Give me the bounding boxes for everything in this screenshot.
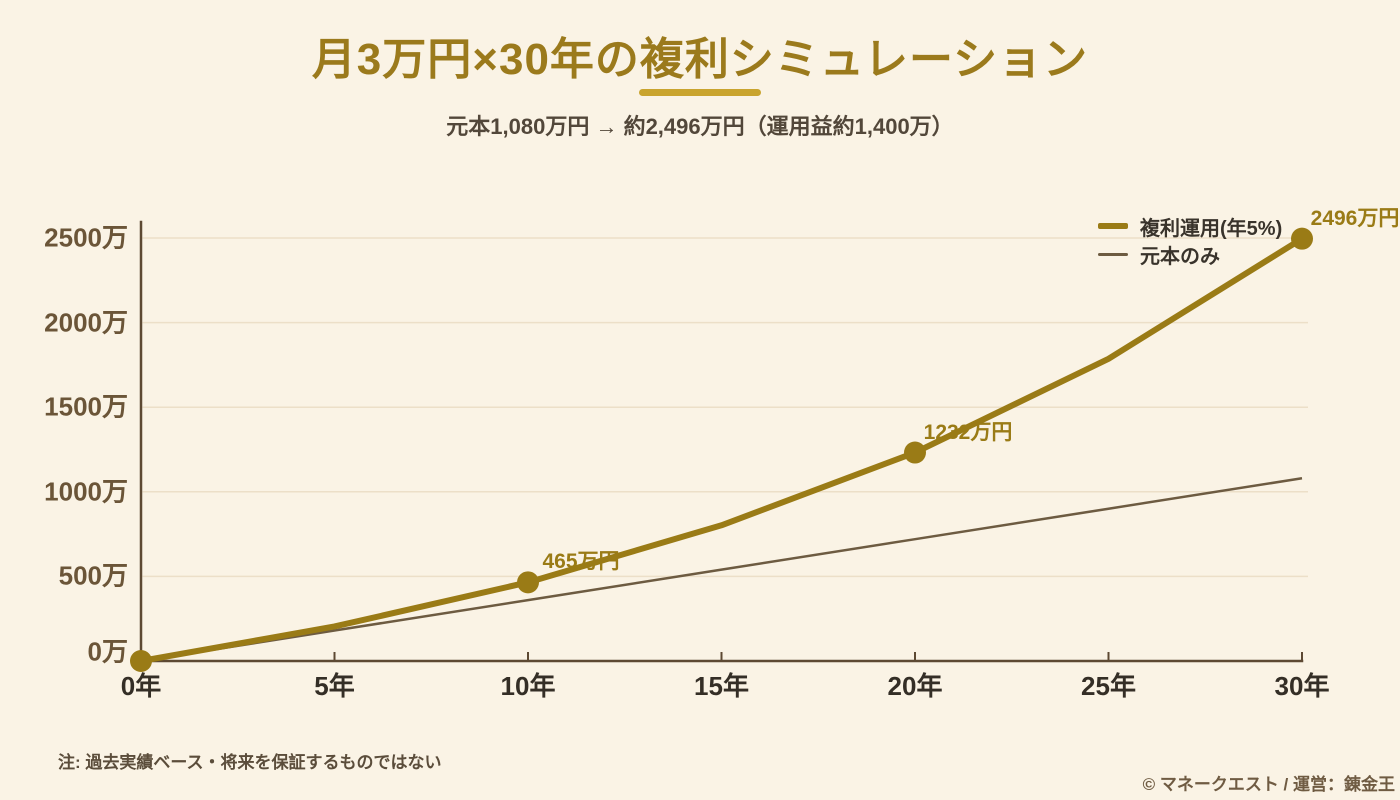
subtitle: 元本1,080万円 → 約2,496万円（運用益約1,400万）	[446, 114, 954, 139]
data-point-markers	[130, 227, 1313, 672]
point-label-20y: 1232万円	[923, 420, 1013, 444]
legend: 複利運用(年5%) 元本のみ	[1098, 214, 1283, 268]
x-tick-label-15y: 15年	[694, 671, 749, 701]
x-tick-label-5y: 5年	[314, 671, 355, 701]
y-tick-label-2500: 2500万	[44, 222, 128, 253]
y-tick-label-2000: 2000万	[44, 307, 128, 338]
legend-item-principal: 元本のみ	[1098, 242, 1282, 268]
x-tick-label-25y: 25年	[1081, 671, 1136, 701]
page-title: 月3万円×30年の複利シミュレーション	[311, 35, 1089, 84]
y-tick-label-1500: 1500万	[44, 391, 128, 422]
x-tick-label-20y: 20年	[887, 671, 943, 701]
disclaimer-note: 注: 過去実績ベース・将来を保証するものではない	[58, 753, 442, 772]
legend-item-compound: 複利運用(年5%)	[1098, 214, 1283, 240]
y-tick-label-0: 0万	[87, 636, 128, 667]
x-tick-label-0y: 0年	[120, 671, 162, 701]
compound-growth-line	[138, 235, 1305, 664]
gridlines	[142, 237, 1308, 578]
x-tick-label-30y: 30年	[1274, 671, 1330, 701]
axes	[138, 220, 1304, 664]
legend-label-compound: 複利運用(年5%)	[1140, 217, 1283, 240]
compound-line-swatch	[1098, 223, 1128, 229]
copyright-credit: © マネークエスト / 運営：錬金王	[1142, 775, 1395, 794]
principal-line-swatch	[1098, 252, 1128, 256]
y-tick-label-500: 500万	[58, 560, 128, 591]
y-tick-label-1000: 1000万	[44, 476, 128, 507]
point-label-10y: 465万円	[542, 550, 620, 574]
point-label-30y: 2496万円	[1310, 206, 1400, 230]
x-tick-label-10y: 10年	[500, 671, 556, 701]
legend-label-principal: 元本のみ	[1140, 245, 1220, 268]
title-underline	[639, 89, 761, 96]
x-axis-ticks	[140, 652, 1303, 661]
principal-only-line	[140, 477, 1303, 663]
